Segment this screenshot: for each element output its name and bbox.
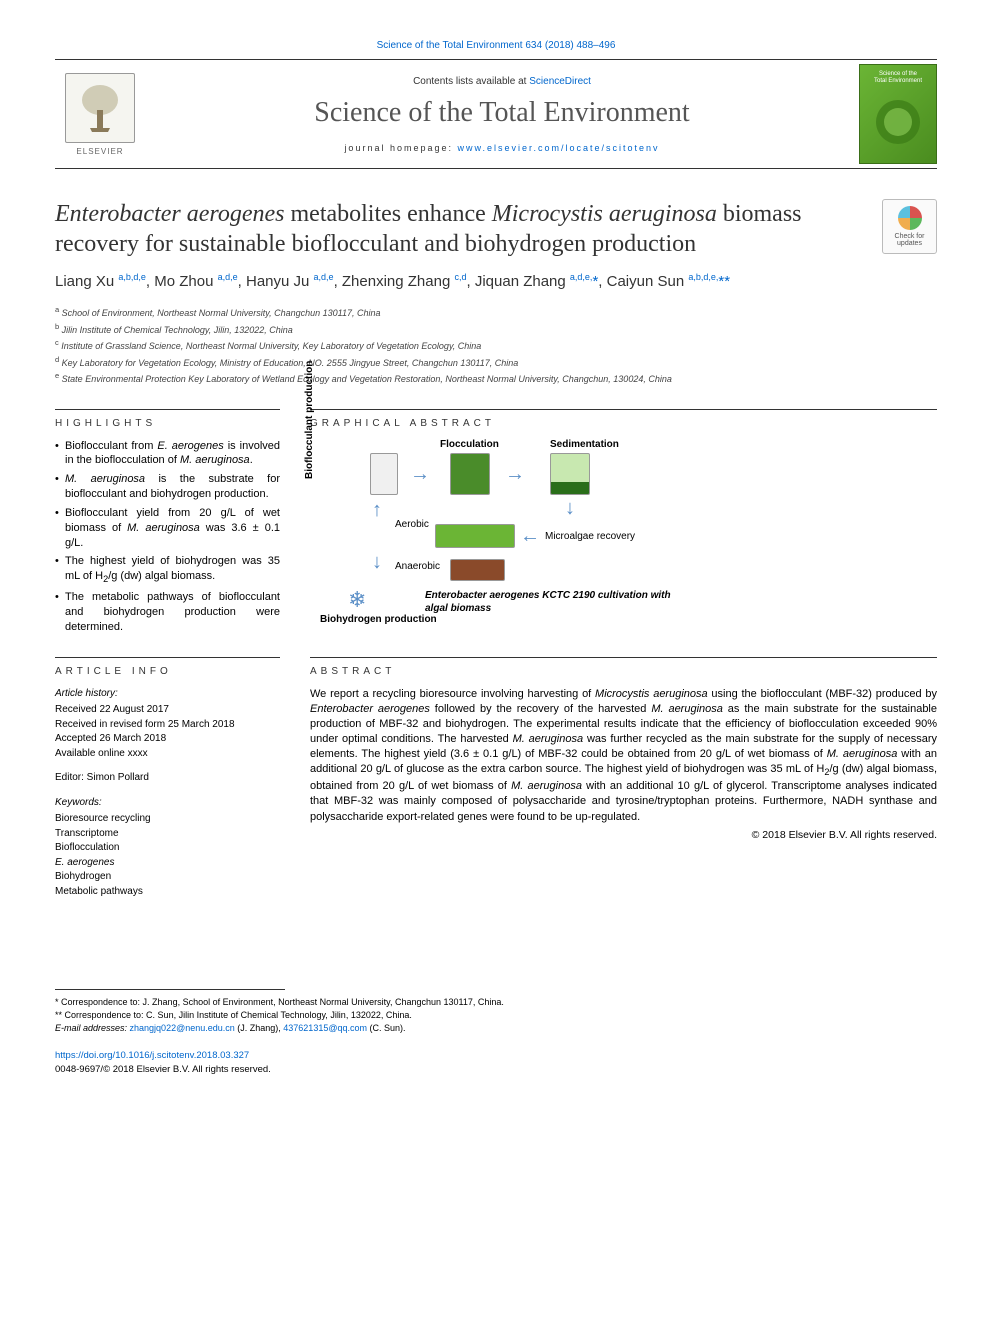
ga-label-flocculation: Flocculation (440, 439, 499, 450)
keyword-item: Bioflocculation (55, 841, 280, 856)
affiliation-line: b Jilin Institute of Chemical Technology… (55, 321, 937, 338)
highlight-item: The metabolic pathways of bioflocculant … (55, 590, 280, 635)
arrow-icon: ↓ (372, 551, 382, 574)
history-online: Available online xxxx (55, 747, 280, 762)
correspondence-rule (55, 989, 285, 996)
article-header: Enterobacter aerogenes metabolites enhan… (55, 199, 937, 259)
corr-line-2: ** Correspondence to: C. Sun, Jilin Inst… (55, 1009, 937, 1022)
correspondence: * Correspondence to: J. Zhang, School of… (55, 996, 937, 1035)
keyword-item: Bioresource recycling (55, 812, 280, 827)
keyword-item: Biohydrogen (55, 870, 280, 885)
ga-label-anaerobic: Anaerobic (395, 561, 440, 572)
ga-beaker-2 (450, 453, 490, 495)
arrow-icon: → (505, 463, 525, 486)
doi-link[interactable]: https://doi.org/10.1016/j.scitotenv.2018… (55, 1050, 249, 1061)
history-revised: Received in revised form 25 March 2018 (55, 718, 280, 733)
publisher-logo: ELSEVIER (55, 64, 145, 164)
arrow-icon: → (410, 463, 430, 486)
homepage-prefix: journal homepage: (344, 143, 457, 153)
email-name-2: (C. Sun). (367, 1023, 406, 1033)
affiliation-line: e State Environmental Protection Key Lab… (55, 370, 937, 387)
ga-label-aerobic: Aerobic (395, 519, 429, 530)
journal-cover: Science of the Total Environment (859, 64, 937, 164)
highlights-list: Bioflocculant from E. aerogenes is invol… (55, 439, 280, 635)
authors: Liang Xu a,b,d,e, Mo Zhou a,d,e, Hanyu J… (55, 271, 937, 292)
ga-brown-block (450, 559, 505, 581)
history-received: Received 22 August 2017 (55, 703, 280, 718)
affiliation-line: c Institute of Grassland Science, Northe… (55, 337, 937, 354)
journal-banner: ELSEVIER Contents lists available at Sci… (55, 59, 937, 169)
arrow-icon: ↑ (372, 499, 382, 522)
ga-beaker-1 (370, 453, 398, 495)
arrow-icon: ← (520, 525, 540, 548)
top-citation: Science of the Total Environment 634 (20… (55, 40, 937, 51)
email-prefix: E-mail addresses: (55, 1023, 130, 1033)
cover-title-1: Science of the (879, 71, 917, 78)
corr-line-1: * Correspondence to: J. Zhang, School of… (55, 996, 937, 1009)
homepage-link[interactable]: www.elsevier.com/locate/scitotenv (458, 143, 660, 153)
homepage-line: journal homepage: www.elsevier.com/locat… (145, 143, 859, 153)
article-title: Enterobacter aerogenes metabolites enhan… (55, 199, 882, 259)
check-updates-l1: Check for (895, 233, 925, 240)
snowflake-icon: ❄ (348, 587, 366, 613)
elsevier-tree-icon (65, 73, 135, 143)
sciencedirect-link[interactable]: ScienceDirect (529, 76, 591, 87)
ga-label-sedimentation: Sedimentation (550, 439, 619, 450)
history-heading: Article history: (55, 687, 280, 702)
editor-label: Editor: Simon Pollard (55, 771, 280, 786)
ga-green-block (435, 524, 515, 548)
history-accepted: Accepted 26 March 2018 (55, 732, 280, 747)
ga-label-microalgae: Microalgae recovery (545, 531, 635, 542)
email-name-1: (J. Zhang), (235, 1023, 284, 1033)
keyword-item: Transcriptome (55, 827, 280, 842)
publisher-label: ELSEVIER (76, 147, 123, 156)
highlight-item: Bioflocculant yield from 20 g/L of wet b… (55, 506, 280, 551)
check-updates-icon (898, 206, 922, 230)
highlight-item: Bioflocculant from E. aerogenes is invol… (55, 439, 280, 469)
ga-label-cultivation: Enterobacter aerogenes KCTC 2190 cultiva… (425, 589, 675, 615)
affiliation-line: d Key Laboratory for Vegetation Ecology,… (55, 354, 937, 371)
corr-emails: E-mail addresses: zhangjq022@nenu.edu.cn… (55, 1022, 937, 1035)
keyword-item: E. aerogenes (55, 856, 280, 871)
highlight-item: The highest yield of biohydrogen was 35 … (55, 554, 280, 585)
citation-link[interactable]: Science of the Total Environment 634 (20… (377, 40, 616, 51)
email-link-2[interactable]: 437621315@qq.com (283, 1023, 367, 1033)
email-link-1[interactable]: zhangjq022@nenu.edu.cn (130, 1023, 235, 1033)
keyword-item: Metabolic pathways (55, 885, 280, 900)
ga-label-biohydrogen: Biohydrogen production (320, 614, 437, 626)
highlights-heading: HIGHLIGHTS (55, 409, 280, 429)
article-info-heading: ARTICLE INFO (55, 657, 280, 677)
affiliations: a School of Environment, Northeast Norma… (55, 304, 937, 387)
banner-center: Contents lists available at ScienceDirec… (145, 76, 859, 153)
keywords-heading: Keywords: (55, 796, 280, 811)
ga-label-bioflocculant: Bioflocculant production (304, 360, 315, 478)
highlight-item: M. aeruginosa is the substrate for biofl… (55, 472, 280, 502)
sd-line: Contents lists available at ScienceDirec… (145, 76, 859, 87)
check-updates-l2: updates (897, 240, 922, 247)
footer: https://doi.org/10.1016/j.scitotenv.2018… (55, 1049, 937, 1077)
ga-beaker-3 (550, 453, 590, 495)
arrow-icon: ↓ (565, 497, 575, 520)
article-info: Article history: Received 22 August 2017… (55, 687, 280, 900)
affiliation-line: a School of Environment, Northeast Norma… (55, 304, 937, 321)
graphical-abstract: Bioflocculant production Flocculation Se… (310, 439, 937, 639)
abstract-heading: ABSTRACT (310, 657, 937, 677)
check-updates-badge[interactable]: Check for updates (882, 199, 937, 254)
graphical-heading: GRAPHICAL ABSTRACT (310, 409, 937, 429)
issn-line: 0048-9697/© 2018 Elsevier B.V. All right… (55, 1063, 937, 1077)
sd-prefix: Contents lists available at (413, 76, 529, 87)
journal-name: Science of the Total Environment (145, 97, 859, 129)
abstract-text: We report a recycling bioresource involv… (310, 687, 937, 825)
abstract-copyright: © 2018 Elsevier B.V. All rights reserved… (310, 829, 937, 841)
cover-title-2: Total Environment (874, 78, 922, 85)
